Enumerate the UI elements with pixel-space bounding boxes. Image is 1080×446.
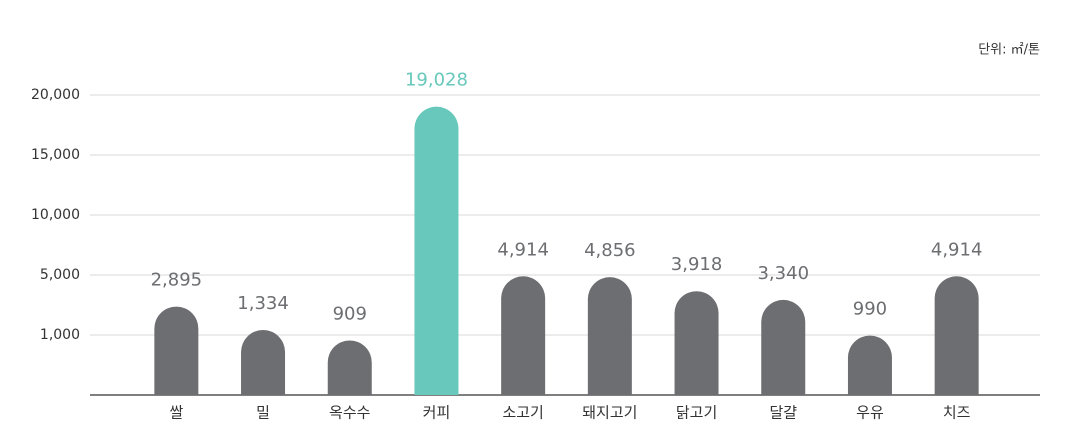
- x-tick-label: 돼지고기: [582, 404, 637, 422]
- bar: [501, 276, 546, 395]
- x-tick-label: 닭고기: [676, 404, 717, 422]
- x-tick-label: 옥수수: [329, 404, 370, 422]
- x-tick-label: 소고기: [502, 404, 543, 422]
- y-tick-label: 5,000: [40, 267, 80, 283]
- bar: [154, 306, 199, 395]
- value-label: 2,895: [151, 270, 203, 291]
- x-tick-label: 커피: [423, 404, 451, 422]
- value-label: 4,856: [584, 240, 636, 261]
- value-label: 3,918: [671, 254, 723, 275]
- x-tick-label: 치즈: [943, 404, 971, 422]
- x-tick-label: 달걀: [769, 404, 797, 422]
- value-label: 1,334: [237, 293, 289, 314]
- x-tick-label: 우유: [856, 404, 884, 422]
- unit-label: 단위: ㎡/톤: [978, 43, 1040, 58]
- value-label: 4,914: [497, 239, 549, 260]
- bar: [414, 106, 459, 395]
- bar: [587, 277, 632, 395]
- bar: [674, 291, 719, 395]
- value-label: 990: [853, 299, 887, 320]
- x-tick-label: 쌀: [169, 404, 183, 422]
- y-tick-label: 20,000: [31, 87, 80, 103]
- bar: [241, 330, 286, 395]
- y-tick-label: 10,000: [31, 207, 80, 223]
- value-label: 4,914: [931, 239, 983, 260]
- y-tick-label: 1,000: [40, 327, 80, 343]
- value-label: 3,340: [757, 263, 809, 284]
- bar: [934, 276, 979, 395]
- y-tick-label: 15,000: [31, 147, 80, 163]
- value-label: 909: [333, 303, 367, 324]
- bar: [327, 340, 372, 395]
- bar: [847, 335, 892, 395]
- x-tick-label: 밀: [256, 404, 270, 422]
- bar: [761, 299, 806, 395]
- value-label: 19,028: [405, 70, 468, 91]
